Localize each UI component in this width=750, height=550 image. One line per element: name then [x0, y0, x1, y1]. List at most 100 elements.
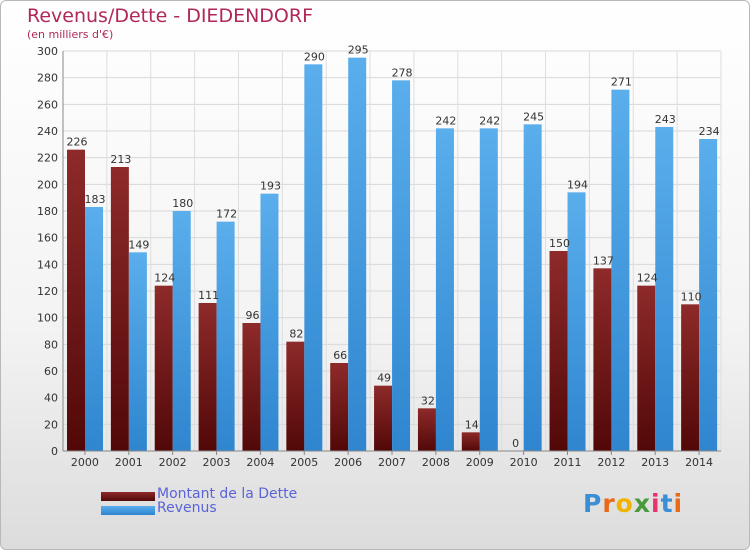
- bar-debt: [681, 304, 700, 451]
- y-tick-label: 80: [44, 338, 58, 351]
- x-tick-label: 2000: [71, 456, 99, 469]
- bar-debt: [242, 323, 261, 451]
- y-tick-label: 20: [44, 418, 58, 431]
- bar-revenue: [655, 127, 674, 451]
- data-label-revenue: 242: [435, 114, 456, 127]
- data-label-revenue: 194: [567, 178, 588, 191]
- bar-debt: [67, 149, 85, 451]
- data-label-debt: 150: [549, 237, 570, 250]
- bar-revenue: [216, 221, 235, 451]
- bar-revenue: [435, 128, 454, 451]
- y-tick-label: 60: [44, 365, 58, 378]
- y-tick-label: 100: [37, 312, 58, 325]
- bar-debt: [198, 303, 217, 451]
- bar-revenue: [392, 80, 411, 451]
- y-tick-label: 260: [37, 98, 58, 111]
- x-tick-label: 2007: [378, 456, 406, 469]
- x-tick-label: 2003: [203, 456, 231, 469]
- data-label-debt: 96: [245, 309, 259, 322]
- legend-label-revenue: Revenus: [157, 500, 217, 516]
- data-label-debt: 124: [154, 272, 175, 285]
- data-label-debt: 110: [681, 290, 702, 303]
- bar-revenue: [567, 192, 586, 452]
- y-tick-label: 280: [37, 72, 58, 85]
- labels-layer: 226 183 213 149 124 180 111 172 96 193 82 290 66 295 4…: [67, 44, 720, 450]
- legend-swatch-revenue: [101, 506, 155, 515]
- bar-debt: [461, 432, 480, 451]
- data-label-debt: 226: [67, 136, 88, 149]
- data-label-revenue: 245: [523, 110, 544, 123]
- data-label-debt: 32: [421, 394, 435, 407]
- x-tick-label: 2009: [466, 456, 494, 469]
- bar-debt: [330, 363, 349, 451]
- legend-label-debt: Montant de la Dette: [157, 486, 298, 502]
- bar-debt: [593, 268, 612, 451]
- bar-debt: [549, 251, 568, 451]
- bar-debt: [286, 341, 305, 451]
- data-label-debt: 137: [593, 254, 614, 267]
- axis-layer: 0204060801001201401601802002202402602803…: [37, 45, 721, 469]
- bars-layer: [67, 57, 718, 452]
- y-tick-label: 140: [37, 258, 58, 271]
- y-tick-label: 300: [37, 45, 58, 58]
- y-tick-label: 40: [44, 392, 58, 405]
- data-label-revenue: 243: [655, 113, 676, 126]
- data-label-revenue: 172: [216, 208, 237, 221]
- data-label-debt: 82: [289, 328, 303, 341]
- data-label-revenue: 180: [172, 197, 193, 210]
- data-label-debt: 14: [465, 418, 479, 431]
- bar-debt: [417, 408, 436, 451]
- y-tick-label: 0: [51, 445, 58, 458]
- bar-debt: [110, 167, 129, 451]
- data-label-debt: 66: [333, 349, 347, 362]
- proxiti-logo: Proxiti: [583, 489, 684, 518]
- bar-revenue: [304, 64, 323, 452]
- bar-revenue: [128, 252, 147, 451]
- bar-revenue: [479, 128, 498, 451]
- bar-debt: [374, 385, 393, 451]
- data-label-revenue: 278: [392, 66, 413, 79]
- x-tick-label: 2002: [159, 456, 187, 469]
- x-tick-label: 2010: [510, 456, 538, 469]
- data-label-revenue: 234: [699, 125, 720, 138]
- bar-revenue: [523, 124, 542, 451]
- x-tick-label: 2011: [553, 456, 581, 469]
- data-label-revenue: 295: [348, 44, 369, 57]
- data-label-revenue: 149: [128, 238, 149, 251]
- bar-revenue: [85, 207, 103, 451]
- legend-swatch-debt: [101, 492, 155, 501]
- data-label-revenue: 193: [260, 180, 281, 193]
- y-tick-label: 240: [37, 125, 58, 138]
- y-tick-label: 200: [37, 178, 58, 191]
- x-tick-label: 2013: [641, 456, 669, 469]
- chart-title: Revenus/Dette - DIEDENDORF: [27, 5, 314, 27]
- x-tick-label: 2005: [290, 456, 318, 469]
- data-label-debt: 124: [637, 272, 658, 285]
- data-label-revenue: 290: [304, 50, 325, 63]
- y-tick-label: 180: [37, 205, 58, 218]
- bar-revenue: [348, 57, 367, 452]
- chart-subtitle: (en milliers d'€): [27, 28, 114, 41]
- y-tick-label: 220: [37, 152, 58, 165]
- x-tick-label: 2001: [115, 456, 143, 469]
- data-label-debt: 0: [512, 437, 519, 450]
- bar-revenue: [611, 89, 630, 452]
- bar-revenue: [260, 193, 279, 451]
- data-label-revenue: 242: [479, 114, 500, 127]
- data-label-debt: 213: [110, 153, 131, 166]
- data-label-revenue: 271: [611, 76, 632, 89]
- bar-revenue: [699, 139, 718, 451]
- bar-debt: [154, 285, 173, 451]
- bar-debt: [637, 285, 656, 451]
- x-tick-label: 2012: [597, 456, 625, 469]
- x-tick-label: 2004: [246, 456, 274, 469]
- y-tick-label: 160: [37, 232, 58, 245]
- x-tick-label: 2006: [334, 456, 362, 469]
- data-label-revenue: 183: [85, 193, 106, 206]
- bar-revenue: [172, 211, 191, 451]
- x-tick-label: 2014: [685, 456, 713, 469]
- x-tick-label: 2008: [422, 456, 450, 469]
- data-label-debt: 111: [198, 289, 219, 302]
